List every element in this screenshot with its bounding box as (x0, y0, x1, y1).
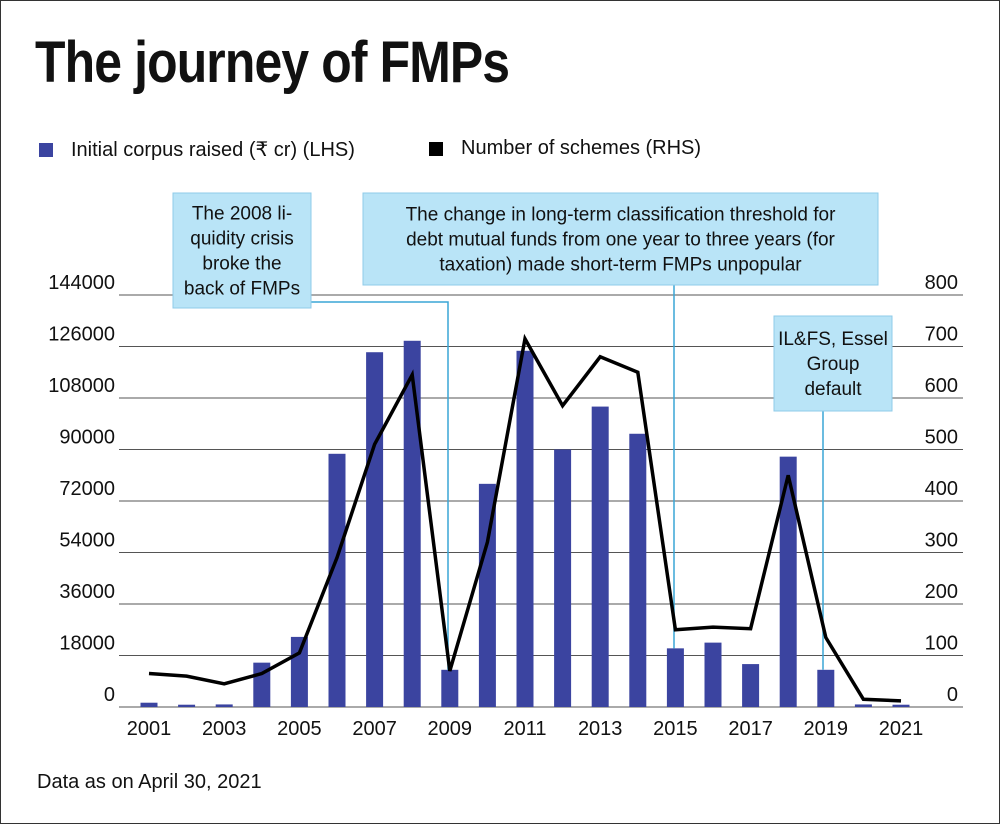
right-tick-label: 600 (925, 375, 958, 397)
x-tick-label: 2003 (202, 718, 247, 740)
x-tick-label: 2011 (503, 718, 546, 740)
bar (554, 449, 572, 707)
legend-swatch-line (429, 141, 443, 156)
bar (478, 483, 496, 707)
right-tick-label: 500 (925, 427, 958, 449)
legend-item-schemes: Number of schemes (RHS) (429, 137, 701, 160)
annotation-text: broke the (202, 254, 281, 275)
annotation-text: default (804, 379, 862, 400)
bar (516, 350, 534, 707)
left-tick-label: 126000 (48, 324, 115, 346)
x-tick-label: 2013 (578, 718, 623, 740)
annotation-box (172, 192, 312, 309)
bar (892, 704, 910, 707)
x-tick-label: 2001 (127, 718, 172, 740)
bar (178, 704, 196, 707)
bar (290, 636, 308, 707)
x-tick-label: 2019 (804, 718, 849, 740)
bar (742, 664, 760, 707)
right-tick-label: 300 (925, 530, 958, 552)
right-tick-label: 700 (925, 324, 958, 346)
legend-label-corpus: Initial corpus raised (₹ cr) (LHS) (71, 139, 355, 161)
x-tick-label: 2017 (728, 718, 773, 740)
left-tick-label: 18000 (59, 633, 115, 655)
left-tick-label: 36000 (59, 581, 115, 603)
bar (704, 642, 722, 707)
annotation-text: The change in long-term classification t… (406, 205, 837, 226)
annotation-text: The 2008 li- (192, 204, 292, 225)
chart-title: The journey of FMPs (35, 30, 510, 95)
annotation-text: IL&FS, Essel (778, 329, 888, 350)
legend-swatch-bar (39, 142, 53, 157)
bar (366, 352, 384, 707)
left-tick-label: 108000 (48, 375, 115, 397)
left-tick-label: 0 (104, 684, 115, 706)
right-tick-label: 400 (925, 478, 958, 500)
bar (666, 648, 684, 707)
right-tick-label: 100 (925, 633, 958, 655)
annotation-text: quidity crisis (190, 229, 293, 250)
x-tick-label: 2007 (352, 718, 397, 740)
x-tick-label: 2005 (277, 718, 322, 740)
right-tick-label: 800 (925, 272, 958, 294)
x-tick-label: 2009 (428, 718, 473, 740)
left-tick-label: 54000 (59, 530, 115, 552)
footnote: Data as on April 30, 2021 (37, 771, 262, 793)
annotation-text: back of FMPs (184, 279, 300, 300)
annotation-leader (311, 301, 449, 670)
bar (591, 406, 609, 707)
bar (328, 453, 346, 707)
left-tick-label: 90000 (59, 427, 115, 449)
bar (215, 704, 233, 707)
bar (403, 340, 421, 707)
x-tick-label: 2015 (653, 718, 698, 740)
bar (854, 704, 872, 707)
bar (441, 669, 459, 707)
legend-item-corpus: Initial corpus raised (₹ cr) (LHS) (39, 137, 355, 162)
annotation-box (362, 192, 879, 286)
bar (629, 433, 647, 707)
x-tick-label: 2021 (879, 718, 924, 740)
legend-label-schemes: Number of schemes (RHS) (461, 137, 702, 159)
right-tick-label: 0 (947, 684, 958, 706)
bar (817, 669, 835, 707)
bar (779, 456, 797, 707)
annotation-box (773, 315, 893, 412)
annotation-text: taxation) made short-term FMPs unpopular (439, 255, 802, 276)
left-tick-label: 72000 (59, 478, 115, 500)
left-tick-label: 144000 (48, 272, 115, 294)
right-tick-label: 200 (925, 581, 958, 603)
annotation-text: Group (807, 354, 860, 375)
annotation-text: debt mutual funds from one year to three… (406, 230, 835, 251)
bar (140, 702, 158, 707)
